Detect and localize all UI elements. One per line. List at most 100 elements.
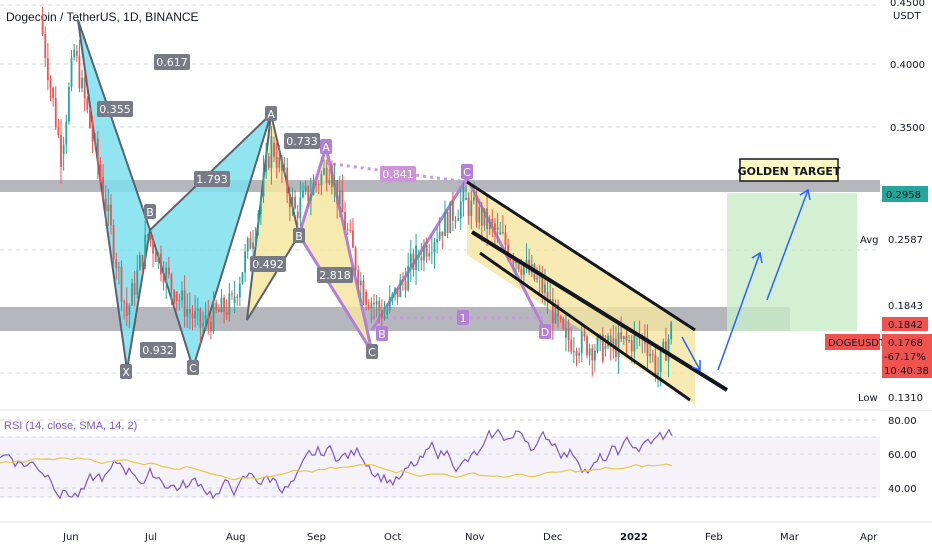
candle-body	[341, 190, 344, 213]
candle-body	[291, 196, 294, 207]
candle-body	[249, 238, 252, 249]
candle-body	[102, 177, 104, 199]
candle-body	[622, 336, 625, 340]
candle-body	[267, 156, 270, 168]
rsi-band	[0, 437, 880, 497]
candle-body	[246, 238, 249, 252]
candle-body	[544, 284, 546, 293]
candle-body	[65, 121, 68, 145]
candle-body	[228, 293, 231, 315]
pattern-point-label: 1	[460, 312, 467, 325]
avg-label: Avg	[860, 235, 879, 246]
channel-middle	[470, 230, 729, 392]
candle-body	[57, 127, 60, 136]
candle-body	[383, 315, 386, 319]
golden-target-label: GOLDEN TARGET	[738, 165, 841, 178]
candle-body	[499, 232, 502, 235]
candle-body	[70, 57, 73, 88]
price-tag-avg: 0.2587	[888, 235, 923, 246]
ratio-label: 0.841	[382, 168, 414, 181]
time-axis[interactable]: Jun Jul Aug Sep Oct Nov Dec 2022 Feb Mar…	[62, 532, 878, 543]
candle-body	[557, 304, 559, 317]
candle-body	[546, 291, 549, 302]
candle-body	[212, 302, 215, 332]
candle-body	[459, 201, 462, 219]
symbol-tag: DOGEUSDT	[828, 338, 886, 349]
pattern-point-label: B	[295, 230, 303, 243]
ratio-label: 2.818	[319, 269, 351, 282]
candle-body	[478, 207, 481, 223]
pattern-point-label: B	[378, 328, 386, 341]
candle-body	[396, 288, 399, 298]
candle-body	[231, 293, 233, 295]
price-axis[interactable]: 0.4500 USDT 0.4000 0.3500 0.2958 Avg 0.2…	[825, 0, 932, 495]
candle-body	[409, 253, 412, 266]
candle-body	[304, 186, 307, 191]
time-label-nov: Nov	[465, 532, 485, 543]
axis-tick-0350: 0.3500	[890, 123, 925, 134]
time-label-dec: Dec	[543, 532, 562, 543]
time-label-aug: Aug	[226, 532, 246, 543]
candle-body	[299, 197, 302, 219]
candle-body	[559, 316, 562, 320]
candle-body	[486, 208, 488, 230]
candle-body	[430, 252, 433, 254]
time-label-oct: Oct	[384, 532, 401, 543]
rsi-indicator-label[interactable]: RSI (14, close, SMA, 14, 2)	[4, 420, 138, 432]
pattern-point-label: A	[322, 141, 330, 154]
candle-body	[259, 196, 262, 215]
candle-body	[160, 253, 162, 275]
candle-body	[473, 197, 475, 201]
candle-body	[257, 214, 260, 223]
candle-body	[488, 219, 491, 230]
candle-body	[507, 244, 510, 258]
candle-body	[144, 234, 147, 267]
candle-body	[149, 234, 152, 241]
candle-body	[667, 339, 670, 361]
candle-body	[417, 256, 420, 258]
harmonic-pattern-b	[297, 141, 374, 353]
candle-body	[586, 336, 588, 356]
candle-body	[196, 308, 199, 312]
candle-body	[491, 219, 494, 224]
candle-body	[281, 157, 283, 171]
candle-body	[501, 232, 504, 234]
ratio-label-bg	[250, 256, 286, 272]
candle-body	[520, 269, 523, 275]
rsi-tick-60: 60.00	[888, 450, 917, 461]
candle-body	[115, 259, 118, 268]
candle-body	[175, 291, 178, 301]
candle-body	[625, 336, 628, 341]
candle-body	[604, 346, 607, 350]
candle-body	[362, 281, 365, 304]
candle-body	[594, 350, 596, 361]
price-tag-low: 0.1310	[888, 393, 923, 404]
candle-body	[570, 339, 573, 352]
candle-body	[415, 245, 417, 270]
candle-body	[73, 49, 76, 58]
candle-body	[183, 290, 186, 317]
candle-body	[457, 218, 460, 221]
candle-body	[649, 354, 652, 357]
ratio-label-bg	[317, 267, 353, 283]
axis-tick-0400: 0.4000	[890, 60, 925, 71]
candle-body	[538, 277, 541, 279]
candle-body	[273, 142, 275, 157]
candle-body	[565, 328, 567, 338]
candle-body	[617, 332, 620, 358]
candle-body	[494, 223, 496, 231]
ratio-label: 1.793	[196, 173, 228, 186]
candle-body	[220, 297, 223, 312]
candle-body	[60, 135, 62, 168]
candle-body	[262, 171, 265, 197]
pattern-point-bg	[144, 204, 156, 219]
candle-body	[367, 304, 370, 309]
symbol-tag-bg	[825, 334, 880, 350]
ratio-label-bg	[380, 166, 416, 182]
low-label: Low	[858, 393, 878, 404]
candle-body	[186, 309, 189, 317]
candle-body	[315, 183, 318, 185]
price-tag-p2-bg	[882, 317, 928, 331]
candle-body	[504, 232, 507, 245]
